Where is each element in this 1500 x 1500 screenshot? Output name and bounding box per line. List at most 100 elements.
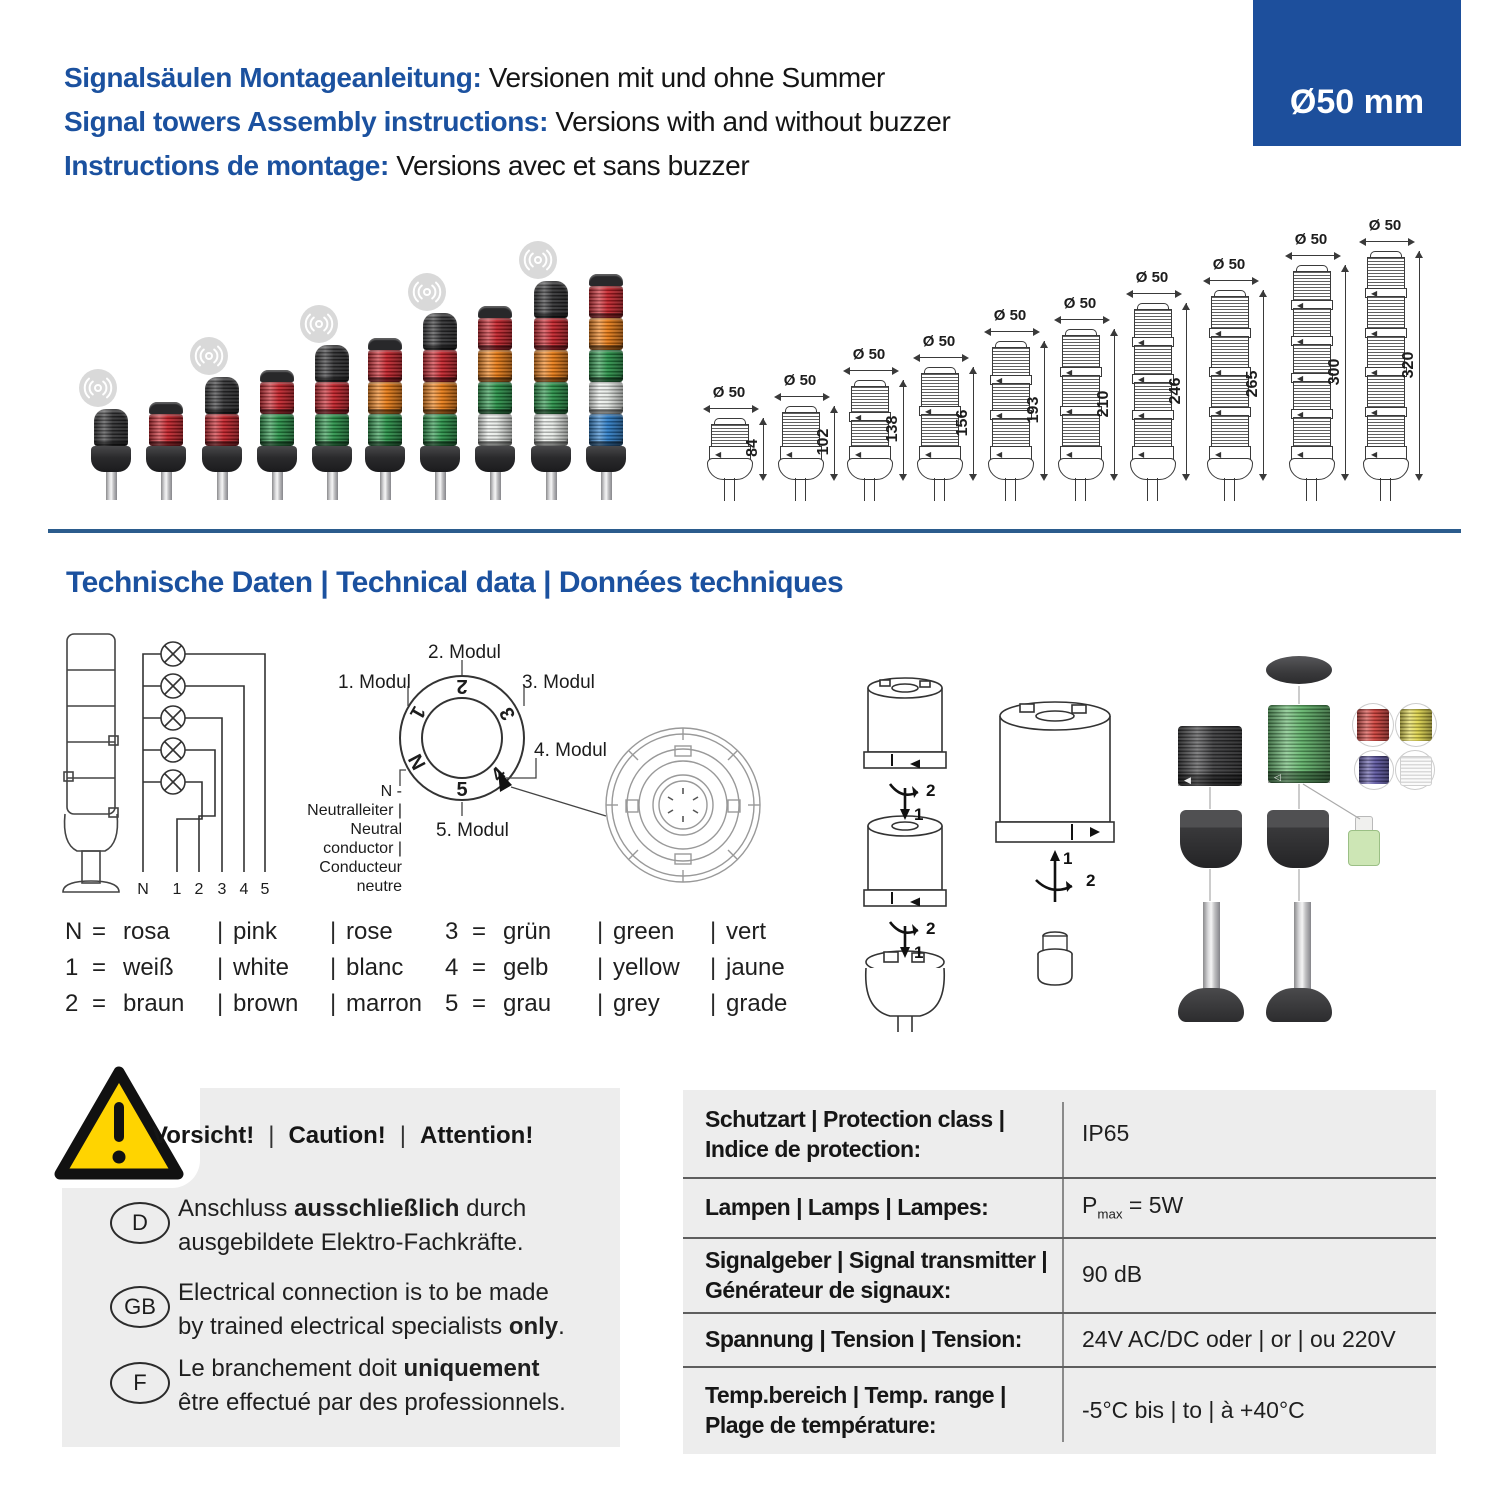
spec-label-line: Signalgeber | Signal transmitter | xyxy=(705,1246,1048,1273)
drawing-module xyxy=(1134,381,1172,412)
assembly-step-label: 2 xyxy=(926,919,935,938)
tower-base xyxy=(531,446,571,472)
buzzer-sound-icon xyxy=(190,337,228,375)
spec-label-line: Générateur de signaux: xyxy=(705,1276,951,1303)
legend-cell: 4 xyxy=(445,954,459,981)
dim-arrow-icon xyxy=(1252,276,1263,285)
top-cap xyxy=(368,338,402,350)
tower-base xyxy=(420,446,460,472)
legend-cell: yellow xyxy=(613,954,680,981)
buzzer-sound-icon xyxy=(300,305,338,343)
dim-arrow-icon xyxy=(1415,247,1423,258)
yellow-lens-option xyxy=(1395,703,1437,747)
header-line-en: Signal towers Assembly instructions: Ver… xyxy=(64,100,951,144)
buzzer-sound-icon xyxy=(79,369,117,407)
signal-tower-photo xyxy=(531,281,571,500)
spec-row-value: 90 dB xyxy=(1082,1237,1432,1312)
dim-arrow-icon xyxy=(752,404,763,413)
diameter-label: Ø 50 xyxy=(852,346,886,363)
diameter-dim-line xyxy=(846,370,892,371)
connector-detail-drawing xyxy=(605,727,761,883)
diameter-label: Ø 50 xyxy=(922,333,956,350)
legend-cell: | xyxy=(330,954,337,981)
legend-cell: | xyxy=(597,918,604,945)
assembly-diagram: 2 1 2 1 1 2 xyxy=(863,677,1115,1032)
top-cap xyxy=(149,402,183,414)
spec-row-separator xyxy=(683,1312,1436,1314)
drawing-module xyxy=(1211,375,1249,409)
tower-base xyxy=(365,446,405,472)
spec-row-label: Lampen | Lamps | Lampes: xyxy=(705,1177,1057,1237)
drawing-cable xyxy=(1316,478,1317,501)
mounting-tube xyxy=(160,472,172,500)
height-value: 210 xyxy=(1095,390,1112,417)
terminal-label-1: 1 xyxy=(173,881,182,898)
ring-label-module2: 2. Modul xyxy=(428,642,501,663)
dim-arrow-icon xyxy=(899,474,907,485)
legend-row: 5 = grau | grey | grade xyxy=(445,990,787,1018)
header-lead-en: Signal towers Assembly instructions: xyxy=(64,106,549,137)
drawing-cable xyxy=(1224,478,1225,501)
mounting-tube xyxy=(379,472,391,500)
caution-text-line: être effectué par des professionnels. xyxy=(178,1386,608,1420)
caution-text-part: durch xyxy=(459,1195,527,1222)
tower-module-red xyxy=(478,318,512,350)
dimension-drawing: Ø 50 ◀ ◀ ◀ ◀ ◀ 320 xyxy=(1345,217,1429,501)
dim-arrow-icon xyxy=(1110,325,1118,336)
drawing-base xyxy=(707,458,753,480)
drawing-module xyxy=(992,418,1030,448)
top-cap xyxy=(478,306,512,318)
terminal-label-5: 5 xyxy=(261,881,270,898)
buzzer-sound-icon xyxy=(408,273,446,311)
dim-arrow-icon xyxy=(1341,261,1349,272)
caution-text-part: only xyxy=(508,1313,559,1340)
signal-tower-photo xyxy=(420,313,460,500)
dim-arrow-icon xyxy=(1175,289,1186,298)
dim-arrow-icon xyxy=(899,376,907,387)
spec-value-part: = 5W xyxy=(1122,1192,1184,1219)
tower-module-orange xyxy=(478,350,512,382)
height-dim-line xyxy=(1345,265,1346,478)
dimension-drawing: Ø 50 ◀ 102 xyxy=(760,372,844,501)
buzzer-module xyxy=(205,377,239,414)
legend-cell: vert xyxy=(726,918,767,945)
drawing-base xyxy=(1058,458,1104,480)
drawing-cable xyxy=(1075,478,1076,501)
dim-arrow-icon xyxy=(759,474,767,485)
tower-base xyxy=(91,446,131,472)
drawing-cable xyxy=(1085,478,1086,501)
caution-text-gb: Electrical connection is to be made by tr… xyxy=(178,1276,608,1344)
legend-cell: | xyxy=(597,990,604,1017)
caution-text-part: être effectué par des professionnels. xyxy=(178,1389,566,1416)
spec-value-text: 90 dB xyxy=(1082,1261,1143,1287)
tower-module-orange xyxy=(423,382,457,414)
drawing-module xyxy=(1062,414,1100,448)
legend-cell: 1 xyxy=(65,954,79,981)
drawing-cap xyxy=(785,406,817,413)
drawing-module xyxy=(1367,375,1405,409)
exploded-connector-lines xyxy=(1209,686,1361,901)
module-ring-diagram: 1 2 3 4 5 N xyxy=(399,660,761,883)
ring-label-module1: 1. Modul xyxy=(338,672,411,693)
buzzer-sound-icon xyxy=(519,241,557,279)
mounting-tube-part xyxy=(1294,902,1311,994)
caution-text-line: Le branchement doit uniquement xyxy=(178,1352,608,1386)
clear-lens-option xyxy=(1395,750,1435,790)
diameter-label: Ø 50 xyxy=(783,372,817,389)
drawing-flange: ◀ xyxy=(1365,446,1407,460)
legend-cell: | xyxy=(217,918,224,945)
tower-module-red xyxy=(589,286,623,318)
legend-cell: blanc xyxy=(346,954,404,981)
drawing-module xyxy=(1367,257,1405,291)
caution-title-sep: | xyxy=(268,1122,275,1149)
spec-value-parts: Pmax = 5W xyxy=(1082,1192,1183,1222)
height-dim-line xyxy=(1419,251,1420,478)
header-line-fr: Instructions de montage: Versions avec e… xyxy=(64,144,950,188)
drawing-cap xyxy=(924,367,956,374)
spec-label-line: Spannung | Tension | Tension: xyxy=(705,1326,1022,1352)
signal-tower-photo xyxy=(202,377,242,500)
legend-cell: pink xyxy=(233,918,278,945)
tower-module-red xyxy=(368,350,402,382)
neutral-line-2: Neutral conductor | xyxy=(323,821,402,857)
tower-module-green xyxy=(423,414,457,446)
